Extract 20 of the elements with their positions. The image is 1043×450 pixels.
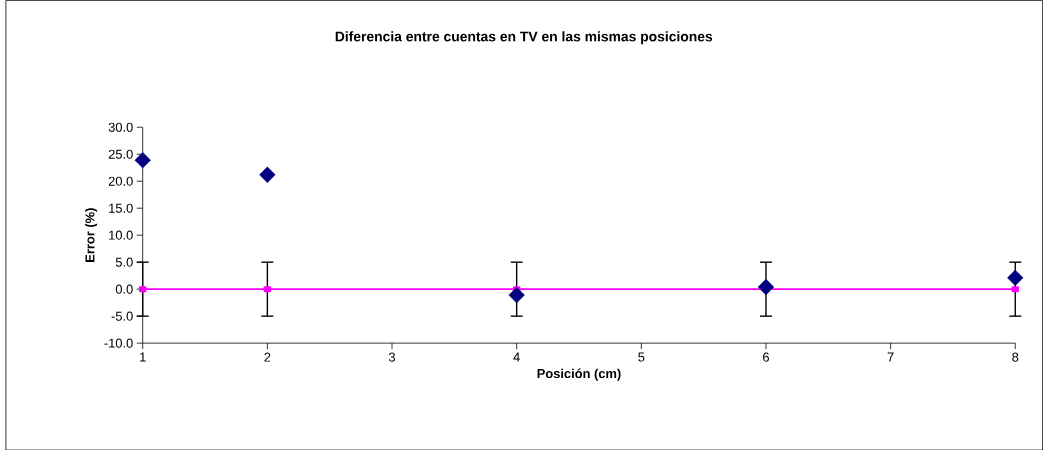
y-tick-label: 25.0	[108, 149, 133, 159]
x-tick-label: 8	[1012, 352, 1019, 362]
y-tick-label: 30.0	[108, 122, 133, 132]
x-tick-label: 1	[140, 352, 146, 362]
y-tick-label: 15.0	[109, 203, 133, 213]
y-tick-label: 10.0	[109, 230, 133, 240]
y-tick-label: -5.0	[111, 311, 133, 321]
y-axis-title: Error (%)	[85, 208, 98, 262]
x-tick-label: 6	[763, 352, 769, 362]
chart-title: Diferencia entre cuentas en TV en las mismas posiciones	[335, 30, 713, 44]
x-tick-label: 5	[638, 352, 645, 362]
x-tick-label: 7	[887, 352, 894, 362]
x-tick-label: 3	[388, 352, 396, 362]
y-tick-label: 0.0	[115, 284, 133, 294]
y-tick-label: 5.0	[115, 257, 133, 267]
x-tick-label: 4	[513, 352, 520, 362]
x-axis-title: Posición (cm)	[537, 368, 621, 381]
y-tick-label: -10.0	[104, 338, 133, 348]
y-tick-label: 20.0	[108, 176, 133, 186]
x-tick-label: 2	[264, 352, 271, 362]
